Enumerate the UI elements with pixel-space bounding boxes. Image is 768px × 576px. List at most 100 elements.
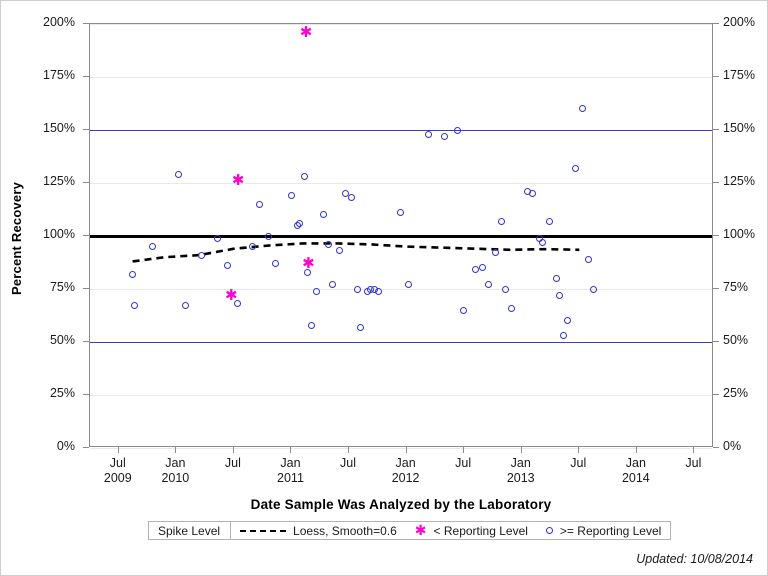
data-point-below-reporting: ✱ — [302, 254, 315, 273]
data-point-at-or-above-reporting — [497, 217, 505, 225]
x-tick-label: Jan 2011 — [277, 456, 304, 486]
x-tick — [348, 447, 350, 453]
data-point-at-or-above-reporting — [552, 274, 560, 282]
data-point-at-or-above-reporting — [353, 285, 361, 293]
x-tick-label-month: Jan — [165, 456, 186, 470]
y-tick-right — [713, 76, 719, 77]
data-point-at-or-above-reporting — [214, 234, 222, 242]
y-tick-left — [83, 341, 89, 342]
data-point-at-or-above-reporting — [453, 126, 461, 134]
x-tick-label-month: Jul — [109, 456, 126, 470]
x-tick — [232, 447, 234, 453]
data-point-at-or-above-reporting — [424, 130, 432, 138]
plot-area: ✱ ✱ ✱ ✱ — [89, 22, 713, 449]
data-point-at-or-above-reporting — [255, 200, 263, 208]
y-tick-label-left: 200% — [43, 15, 75, 29]
x-tick-label-month: Jan — [280, 456, 301, 470]
gridline-y — [90, 394, 712, 396]
data-point-at-or-above-reporting — [579, 105, 587, 113]
y-tick-left — [83, 23, 89, 24]
legend-entry-at-or-above-reporting-label: >= Reporting Level — [559, 523, 662, 538]
data-point-at-or-above-reporting — [233, 300, 241, 308]
x-tick-label-month: Jan — [625, 456, 646, 470]
data-point-below-reporting: ✱ — [299, 22, 313, 41]
y-tick-left — [83, 288, 89, 289]
data-point-below-reporting: ✱ — [231, 171, 245, 190]
y-tick-label-left: 25% — [49, 386, 75, 400]
data-point-at-or-above-reporting — [441, 132, 449, 140]
data-point-at-or-above-reporting — [479, 264, 487, 272]
data-point-at-or-above-reporting — [538, 238, 546, 246]
data-point-at-or-above-reporting — [347, 194, 355, 202]
data-point-at-or-above-reporting — [397, 209, 405, 217]
y-tick-right — [713, 235, 719, 236]
x-tick-label-month: Jan — [395, 456, 416, 470]
data-point-at-or-above-reporting — [148, 243, 156, 251]
y-tick-label-right: 100% — [723, 227, 755, 241]
data-point-below-reporting: ✱ — [224, 285, 238, 304]
y-tick-left — [83, 447, 89, 448]
legend-entry-below-reporting-label: < Reporting Level — [433, 523, 528, 538]
y-tick-right — [713, 182, 719, 183]
data-point-at-or-above-reporting — [264, 232, 272, 240]
y-tick-label-left: 0% — [56, 439, 75, 453]
x-tick — [635, 447, 637, 453]
data-point-at-or-above-reporting — [564, 317, 572, 325]
x-tick-label-year: 2014 — [621, 471, 650, 485]
x-tick-label-year: 2010 — [161, 471, 190, 485]
y-tick-label-right: 50% — [723, 333, 749, 347]
data-point-at-or-above-reporting — [459, 306, 467, 314]
y-tick-right — [713, 129, 719, 130]
data-point-at-or-above-reporting — [545, 217, 553, 225]
y-tick-right — [713, 447, 719, 448]
data-point-at-or-above-reporting — [342, 190, 350, 198]
data-point-at-or-above-reporting — [320, 211, 328, 219]
x-tick-label: Jul — [685, 456, 701, 471]
x-tick-label-year: 2013 — [506, 471, 535, 485]
x-tick-label-year: 2009 — [103, 471, 132, 485]
x-tick-label-month: Jul — [455, 456, 472, 470]
y-tick-right — [713, 288, 719, 289]
x-tick-label: Jul — [225, 456, 241, 471]
data-point-at-or-above-reporting — [329, 281, 337, 289]
legend-title: Spike Level — [149, 522, 232, 539]
x-tick-label: Jul 2009 — [104, 456, 132, 486]
y-tick-right — [713, 23, 719, 24]
x-tick — [117, 447, 119, 453]
x-tick — [463, 447, 465, 453]
x-tick-label-year: 2011 — [277, 471, 304, 485]
x-tick — [175, 447, 177, 453]
y-tick-left — [83, 394, 89, 395]
x-tick-label: Jul — [570, 456, 586, 471]
x-tick-label-year: 2012 — [391, 471, 420, 485]
asterisk-icon: ✱ — [414, 522, 427, 539]
legend-entry-loess-label: Loess, Smooth=0.6 — [293, 523, 397, 538]
data-point-at-or-above-reporting — [528, 190, 536, 198]
x-tick-label-month: Jul — [570, 456, 587, 470]
y-tick-label-right: 25% — [723, 386, 749, 400]
legend-entry-loess: Loess, Smooth=0.6 — [231, 522, 406, 539]
y-tick-right — [713, 394, 719, 395]
x-tick — [693, 447, 695, 453]
reference-line-control-limit — [90, 341, 712, 343]
y-tick-label-left: 50% — [49, 333, 75, 347]
data-point-at-or-above-reporting — [491, 249, 499, 257]
gridline-y — [90, 447, 712, 449]
x-axis-title: Date Sample Was Analyzed by the Laborato… — [250, 497, 552, 512]
gridline-y — [90, 288, 712, 290]
data-point-at-or-above-reporting — [307, 321, 315, 329]
data-point-at-or-above-reporting — [507, 304, 515, 312]
data-point-at-or-above-reporting — [472, 266, 480, 274]
data-point-at-or-above-reporting — [589, 285, 597, 293]
y-tick-label-right: 125% — [723, 174, 755, 188]
data-point-at-or-above-reporting — [304, 268, 312, 276]
y-tick-right — [713, 341, 719, 342]
data-point-at-or-above-reporting — [357, 323, 365, 331]
data-point-at-or-above-reporting — [198, 251, 206, 259]
x-tick — [520, 447, 522, 453]
x-tick-label: Jul — [455, 456, 471, 471]
data-point-at-or-above-reporting — [324, 240, 332, 248]
y-tick-left — [83, 129, 89, 130]
gridline-y — [90, 182, 712, 184]
reference-line-control-limit — [90, 129, 712, 131]
